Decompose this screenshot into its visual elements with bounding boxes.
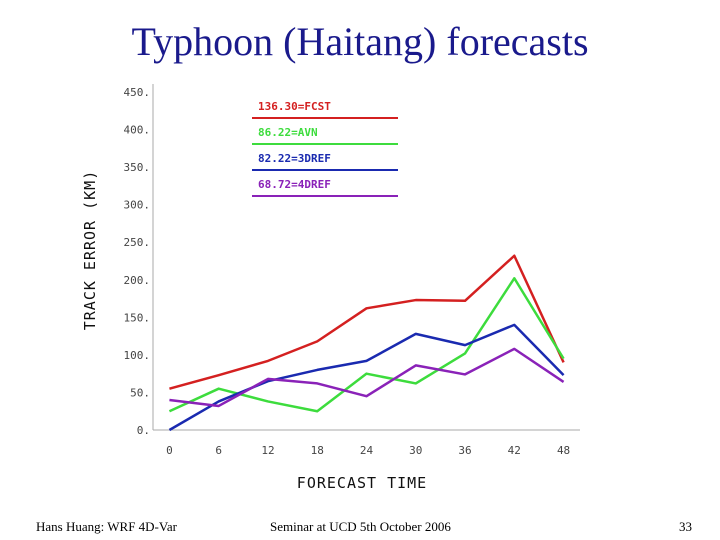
footer-event: Seminar at UCD 5th October 2006 <box>270 519 451 534</box>
legend-label: 136.30=FCST <box>258 100 331 113</box>
x-tick-label: 48 <box>557 444 570 457</box>
y-tick-labels: 0. 50. 100. 150. 200. 250. 300. 350. 400. 450. <box>124 86 151 437</box>
x-tick-label: 30 <box>409 444 422 457</box>
y-tick-label: 250. <box>124 236 151 249</box>
x-tick-label: 24 <box>360 444 374 457</box>
series-lines <box>168 254 565 432</box>
y-axis-label: TRACK ERROR (KM) <box>81 170 99 331</box>
footer-author: Hans Huang: WRF 4D-Var <box>36 519 177 534</box>
series-line-2 <box>168 277 565 413</box>
legend-label: 86.22=AVN <box>258 126 318 139</box>
x-tick-label: 36 <box>458 444 471 457</box>
legend: 136.30=FCST 86.22=AVN 82.22=3DREF 68.72=4DR… <box>252 100 398 197</box>
x-axis-label: FORECAST TIME <box>297 474 427 492</box>
y-tick-label: 0. <box>137 424 150 437</box>
x-tick-label: 42 <box>508 444 521 457</box>
y-tick-label: 300. <box>124 199 151 212</box>
legend-label: 82.22=3DREF <box>258 152 331 165</box>
y-tick-label: 150. <box>124 311 151 324</box>
x-tick-label: 12 <box>261 444 274 457</box>
x-tick-label: 18 <box>311 444 324 457</box>
y-tick-label: 100. <box>124 349 151 362</box>
page-number: 33 <box>679 519 692 534</box>
y-tick-label: 50. <box>130 386 150 399</box>
series-line-1 <box>169 254 565 390</box>
slide-title: Typhoon (Haitang) forecasts <box>131 19 589 64</box>
legend-label: 68.72=4DREF <box>258 178 331 191</box>
series-line-3 <box>168 323 565 432</box>
y-tick-label: 400. <box>124 124 151 137</box>
y-tick-label: 200. <box>124 274 151 287</box>
series-line-4 <box>169 347 565 408</box>
y-tick-label: 350. <box>124 161 151 174</box>
x-tick-label: 6 <box>215 444 222 457</box>
x-tick-label: 0 <box>166 444 173 457</box>
track-error-chart: 0. 50. 100. 150. 200. 250. 300. 350. 400. 450. 0 6… <box>81 84 580 492</box>
x-tick-labels: 0 6 12 18 24 30 36 42 48 <box>166 444 570 457</box>
y-tick-label: 450. <box>124 86 151 99</box>
